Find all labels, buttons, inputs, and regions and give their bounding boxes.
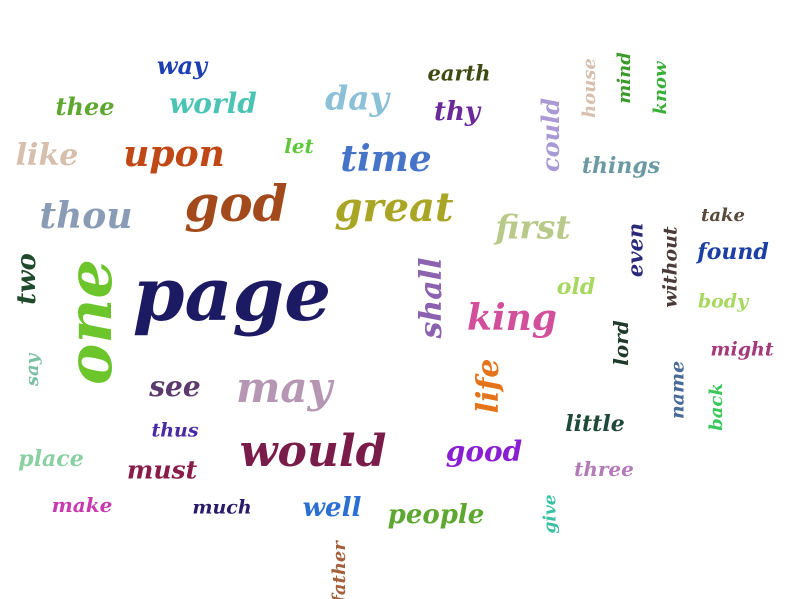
word-see: see xyxy=(149,370,201,403)
word-would: would xyxy=(239,426,387,477)
word-page: page xyxy=(132,252,332,338)
word-upon: upon xyxy=(123,133,225,175)
word-thou: thou xyxy=(39,195,133,237)
word-little: little xyxy=(565,411,625,437)
word-old: old xyxy=(556,274,596,300)
word-found: found xyxy=(697,239,769,265)
word-thy: thy xyxy=(433,97,481,127)
word-earth: earth xyxy=(427,60,491,86)
word-day: day xyxy=(325,78,389,118)
word-let: let xyxy=(284,134,314,158)
word-without: without xyxy=(659,226,682,308)
word-good: good xyxy=(445,435,523,468)
word-could: could xyxy=(536,98,565,172)
word-say: say xyxy=(22,353,43,387)
word-body: body xyxy=(697,290,749,313)
word-way: way xyxy=(156,51,208,80)
word-three: three xyxy=(574,457,634,481)
word-world: world xyxy=(169,87,257,120)
word-might: might xyxy=(710,338,774,361)
word-things: things xyxy=(581,153,661,179)
word-thee: thee xyxy=(55,92,115,121)
word-house: house xyxy=(579,58,600,118)
word-shall: shall xyxy=(414,257,449,339)
word-must: must xyxy=(126,455,198,485)
word-god: god xyxy=(184,174,288,233)
word-people: people xyxy=(387,500,485,530)
word-even: even xyxy=(622,222,648,278)
word-back: back xyxy=(706,383,727,431)
word-life: life xyxy=(471,358,506,414)
word-name: name xyxy=(666,360,689,420)
word-mind: mind xyxy=(614,52,635,104)
word-may: may xyxy=(235,363,333,412)
word-much: much xyxy=(192,496,252,519)
word-one: one xyxy=(53,259,126,385)
word-make: make xyxy=(51,493,113,517)
word-king: king xyxy=(467,297,557,339)
word-lord: lord xyxy=(609,320,633,366)
word-first: first xyxy=(495,207,571,247)
word-time: time xyxy=(340,138,432,180)
word-know: know xyxy=(650,61,671,115)
word-give: give xyxy=(540,494,561,534)
word-two: two xyxy=(12,253,42,305)
word-well: well xyxy=(302,493,362,523)
word-great: great xyxy=(334,184,454,231)
word-like: like xyxy=(15,138,79,173)
word-place: place xyxy=(18,446,84,472)
word-father: father xyxy=(329,541,350,599)
word-take: take xyxy=(701,205,745,226)
word-thus: thus xyxy=(151,419,199,442)
